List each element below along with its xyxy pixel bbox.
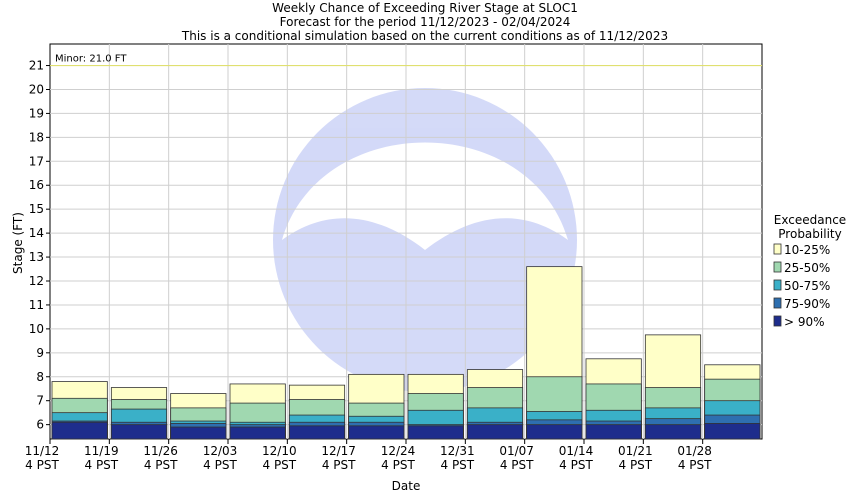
legend-entry: 75-90% xyxy=(784,297,830,311)
x-tick-label: 12/31 xyxy=(440,444,475,458)
y-tick-label: 19 xyxy=(29,106,44,120)
bar-segment xyxy=(170,426,227,440)
bar-segment xyxy=(407,425,464,440)
x-tick-sublabel: 4 PST xyxy=(144,458,178,472)
x-tick-sublabel: 4 PST xyxy=(381,458,415,472)
legend-entry: 10-25% xyxy=(784,243,830,257)
bar-segment xyxy=(526,424,583,440)
y-tick-label: 17 xyxy=(29,154,44,168)
legend-title: Exceedance xyxy=(774,213,846,227)
y-tick-label: 15 xyxy=(29,202,44,216)
bar-segment xyxy=(110,424,168,440)
y-tick-label: 6 xyxy=(36,418,44,432)
y-tick-label: 16 xyxy=(29,178,44,192)
chart-subtitle-2: This is a conditional simulation based o… xyxy=(181,29,668,43)
x-tick-sublabel: 4 PST xyxy=(263,458,297,472)
bars xyxy=(51,266,761,440)
x-tick-sublabel: 4 PST xyxy=(678,458,712,472)
bar-segment xyxy=(51,421,108,440)
x-tick-sublabel: 4 PST xyxy=(441,458,475,472)
x-tick-label: 01/07 xyxy=(499,444,534,458)
y-tick-label: 10 xyxy=(29,322,44,336)
x-tick-label: 11/19 xyxy=(84,444,119,458)
x-axis-label: Date xyxy=(392,479,421,493)
bar-segment xyxy=(348,425,405,440)
bar-segment xyxy=(704,423,761,440)
x-tick-label: 12/24 xyxy=(381,444,416,458)
reference-line-group: Minor: 21.0 FT xyxy=(50,54,762,67)
legend-entry: 25-50% xyxy=(784,261,830,275)
y-tick-label: 11 xyxy=(29,298,44,312)
y-tick-label: 9 xyxy=(36,346,44,360)
x-tick-label: 12/10 xyxy=(262,444,297,458)
legend-swatch xyxy=(773,279,782,291)
x-tick-label: 11/26 xyxy=(143,444,178,458)
chart-subtitle: Forecast for the period 11/12/2023 - 02/… xyxy=(280,15,571,29)
chart-title: Weekly Chance of Exceeding River Stage a… xyxy=(272,1,578,15)
y-tick-label: 12 xyxy=(29,274,44,288)
x-tick-sublabel: 4 PST xyxy=(559,458,593,472)
bar-segment xyxy=(288,425,346,440)
legend-title: Probability xyxy=(778,227,841,241)
bar-segment xyxy=(644,424,702,440)
bar-segment xyxy=(466,424,524,440)
y-tick-label: 13 xyxy=(29,250,44,264)
y-tick-label: 8 xyxy=(36,370,44,384)
x-tick-sublabel: 4 PST xyxy=(322,458,356,472)
x-tick-label: 01/21 xyxy=(618,444,653,458)
y-tick-label: 7 xyxy=(36,394,44,408)
bar-segment xyxy=(585,424,642,440)
x-tick-label: 12/17 xyxy=(321,444,356,458)
x-tick-sublabel: 4 PST xyxy=(85,458,119,472)
legend-entry: > 90% xyxy=(784,315,825,329)
x-tick-sublabel: 4 PST xyxy=(500,458,534,472)
x-tick-label: 01/14 xyxy=(559,444,594,458)
x-tick-sublabel: 4 PST xyxy=(25,458,59,472)
bar-segment xyxy=(229,426,286,440)
reference-line-label: Minor: 21.0 FT xyxy=(55,54,127,65)
y-tick-label: 14 xyxy=(29,226,44,240)
legend-entry: 50-75% xyxy=(784,279,830,293)
legend-swatch xyxy=(773,297,782,309)
legend-swatch xyxy=(773,243,782,255)
legend-swatch xyxy=(773,315,782,327)
y-tick-label: 20 xyxy=(29,82,44,96)
y-tick-label: 18 xyxy=(29,130,44,144)
x-tick-label: 12/03 xyxy=(203,444,238,458)
x-tick-sublabel: 4 PST xyxy=(619,458,653,472)
y-tick-label: 21 xyxy=(29,59,44,73)
legend-swatch xyxy=(773,261,782,273)
y-axis: 6 7 8 9 10 11 12 13 14 15 16 17 18 19 20 21 xyxy=(29,59,50,432)
y-axis-label: Stage (FT) xyxy=(11,212,25,274)
x-tick-label: 01/28 xyxy=(677,444,712,458)
x-tick-sublabel: 4 PST xyxy=(203,458,237,472)
x-tick-label: 11/12 xyxy=(25,444,60,458)
noaa-watermark-logo xyxy=(273,88,577,392)
